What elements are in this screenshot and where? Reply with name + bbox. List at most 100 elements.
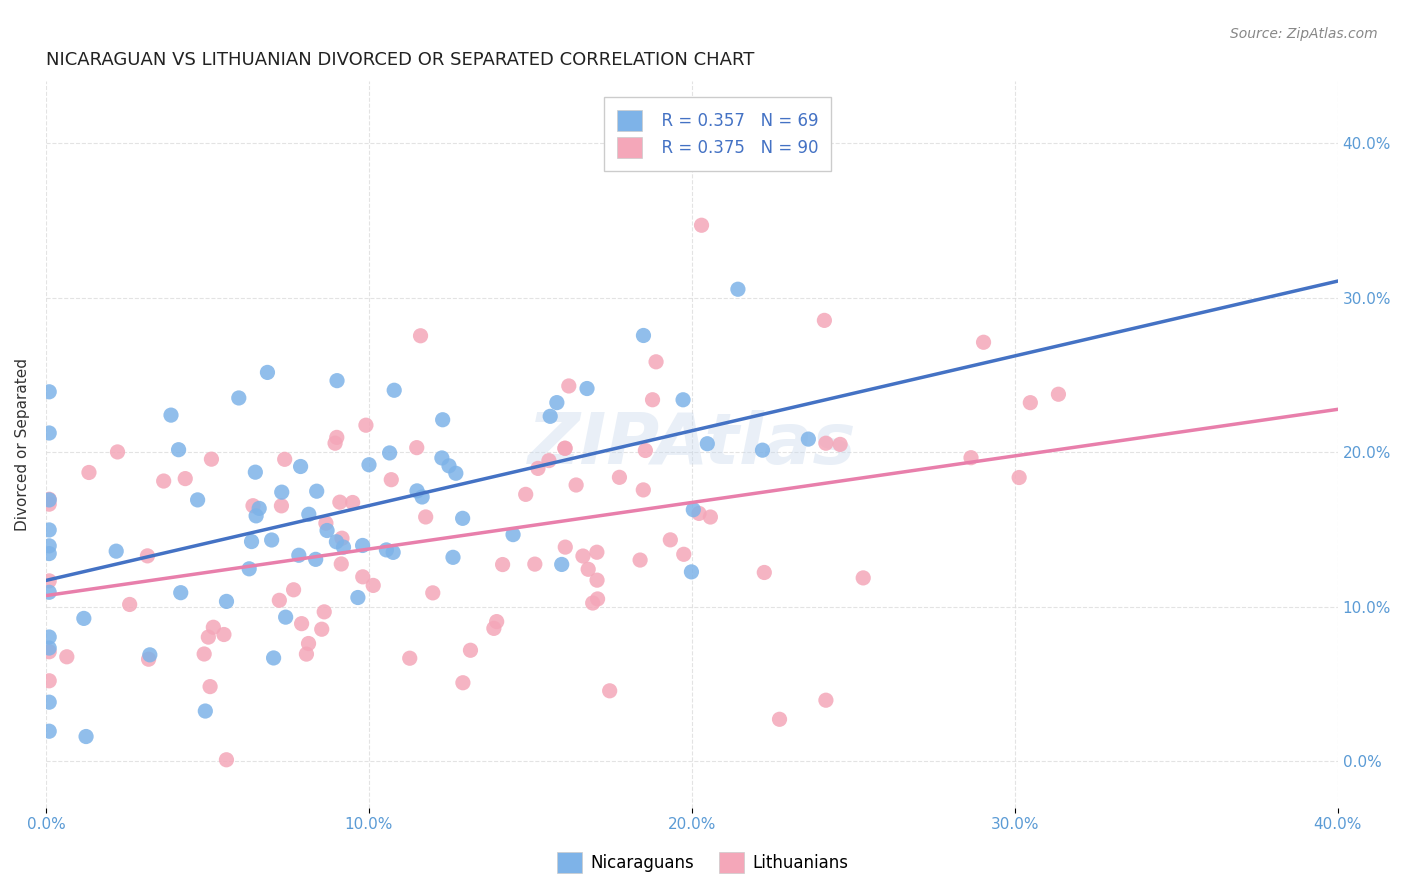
Point xyxy=(152,474,174,488)
Point xyxy=(502,527,524,541)
Point xyxy=(576,562,599,576)
Point xyxy=(290,459,312,474)
Point xyxy=(305,552,328,566)
Point xyxy=(634,443,657,458)
Point xyxy=(444,467,467,481)
Point xyxy=(546,395,568,409)
Point xyxy=(75,730,97,744)
Point xyxy=(852,571,875,585)
Point xyxy=(215,753,238,767)
Point xyxy=(582,596,605,610)
Point xyxy=(352,539,374,553)
Point xyxy=(382,384,405,398)
Point xyxy=(460,643,482,657)
Point xyxy=(215,594,238,608)
Point xyxy=(441,550,464,565)
Point xyxy=(288,548,311,562)
Point xyxy=(38,539,60,553)
Point xyxy=(641,392,664,407)
Point xyxy=(572,549,595,563)
Point xyxy=(342,495,364,509)
Point xyxy=(690,219,713,233)
Point xyxy=(38,425,60,440)
Point xyxy=(200,452,222,467)
Point xyxy=(202,620,225,634)
Point xyxy=(382,545,405,559)
Point xyxy=(645,355,668,369)
Point xyxy=(599,683,621,698)
Point xyxy=(813,313,835,327)
Point xyxy=(554,442,576,456)
Point xyxy=(347,591,370,605)
Point xyxy=(682,502,704,516)
Point xyxy=(270,485,292,500)
Point xyxy=(330,531,353,545)
Point xyxy=(797,432,820,446)
Point xyxy=(437,458,460,473)
Point xyxy=(170,585,193,599)
Point xyxy=(38,492,60,507)
Point xyxy=(814,436,837,450)
Point xyxy=(38,497,60,511)
Point xyxy=(1008,470,1031,484)
Point xyxy=(688,507,710,521)
Point xyxy=(672,547,695,561)
Point xyxy=(105,544,128,558)
Point xyxy=(274,610,297,624)
Point xyxy=(228,391,250,405)
Point xyxy=(198,680,221,694)
Point xyxy=(451,675,474,690)
Point xyxy=(38,640,60,655)
Point xyxy=(405,441,427,455)
Point xyxy=(305,484,328,499)
Point xyxy=(270,499,292,513)
Point xyxy=(136,549,159,563)
Point xyxy=(576,382,599,396)
Point xyxy=(139,648,162,662)
Point xyxy=(245,508,267,523)
Point xyxy=(406,483,429,498)
Point xyxy=(537,453,560,467)
Point xyxy=(38,384,60,399)
Point xyxy=(830,437,852,451)
Point xyxy=(727,282,749,296)
Point xyxy=(681,565,703,579)
Legend:   R = 0.357   N = 69,   R = 0.375   N = 90: R = 0.357 N = 69, R = 0.375 N = 90 xyxy=(605,97,831,171)
Point xyxy=(316,524,339,538)
Point xyxy=(415,510,437,524)
Point xyxy=(256,366,278,380)
Point xyxy=(628,553,651,567)
Point xyxy=(240,534,263,549)
Point xyxy=(633,328,655,343)
Y-axis label: Divorced or Separated: Divorced or Separated xyxy=(15,358,30,531)
Point xyxy=(751,443,773,458)
Point xyxy=(554,540,576,554)
Text: ZIPAtlas: ZIPAtlas xyxy=(527,410,856,479)
Point xyxy=(768,712,790,726)
Point xyxy=(375,542,398,557)
Point xyxy=(107,445,129,459)
Point xyxy=(38,585,60,599)
Point xyxy=(378,446,401,460)
Point xyxy=(238,562,260,576)
Point xyxy=(398,651,420,665)
Point xyxy=(485,615,508,629)
Point xyxy=(295,647,318,661)
Point xyxy=(554,442,576,456)
Point xyxy=(314,605,336,619)
Point xyxy=(422,586,444,600)
Point xyxy=(38,695,60,709)
Point xyxy=(273,452,295,467)
Point xyxy=(38,724,60,739)
Point xyxy=(1047,387,1070,401)
Point xyxy=(73,611,96,625)
Point xyxy=(167,442,190,457)
Point xyxy=(38,574,60,588)
Point xyxy=(491,558,513,572)
Point xyxy=(193,647,215,661)
Point xyxy=(609,470,631,484)
Point xyxy=(451,511,474,525)
Text: Source: ZipAtlas.com: Source: ZipAtlas.com xyxy=(1230,27,1378,41)
Point xyxy=(298,508,321,522)
Point xyxy=(380,473,402,487)
